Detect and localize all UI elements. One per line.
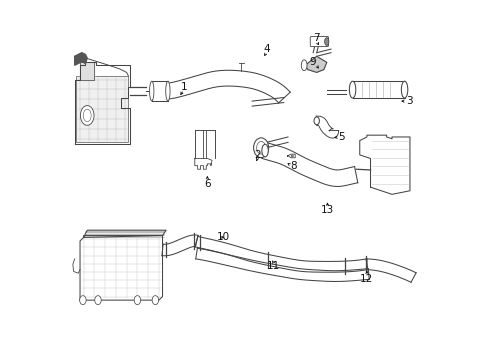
Text: 10: 10 xyxy=(217,232,230,242)
Ellipse shape xyxy=(349,81,356,98)
Polygon shape xyxy=(262,143,358,186)
Polygon shape xyxy=(267,137,288,148)
Polygon shape xyxy=(196,248,369,282)
Ellipse shape xyxy=(254,138,269,158)
Ellipse shape xyxy=(166,81,170,101)
Text: 11: 11 xyxy=(267,261,280,271)
Polygon shape xyxy=(84,230,166,237)
Ellipse shape xyxy=(301,60,307,71)
Polygon shape xyxy=(152,81,168,101)
Ellipse shape xyxy=(291,155,294,157)
Polygon shape xyxy=(195,158,212,169)
Polygon shape xyxy=(313,45,318,53)
Ellipse shape xyxy=(80,296,86,305)
Polygon shape xyxy=(162,235,198,256)
Polygon shape xyxy=(252,98,284,106)
Text: 2: 2 xyxy=(254,150,261,160)
Text: 13: 13 xyxy=(321,206,334,216)
Polygon shape xyxy=(287,154,295,158)
Polygon shape xyxy=(80,235,163,300)
Ellipse shape xyxy=(401,81,408,98)
Polygon shape xyxy=(353,81,405,98)
Text: 5: 5 xyxy=(339,132,345,142)
Text: 12: 12 xyxy=(360,274,373,284)
Polygon shape xyxy=(74,62,130,144)
Ellipse shape xyxy=(80,105,94,125)
FancyBboxPatch shape xyxy=(76,76,128,142)
Polygon shape xyxy=(360,135,410,194)
Ellipse shape xyxy=(262,144,269,157)
Polygon shape xyxy=(167,70,290,103)
Polygon shape xyxy=(327,90,346,94)
Text: 1: 1 xyxy=(181,82,187,92)
Polygon shape xyxy=(305,56,327,72)
Text: 9: 9 xyxy=(310,57,317,67)
Ellipse shape xyxy=(134,296,141,305)
Polygon shape xyxy=(317,116,339,138)
FancyBboxPatch shape xyxy=(310,37,329,46)
Ellipse shape xyxy=(152,296,159,305)
Ellipse shape xyxy=(95,296,101,305)
Text: 6: 6 xyxy=(204,179,211,189)
Text: 3: 3 xyxy=(407,96,413,106)
Polygon shape xyxy=(130,87,147,95)
Ellipse shape xyxy=(324,38,329,45)
Text: 4: 4 xyxy=(263,44,270,54)
Text: 8: 8 xyxy=(290,161,297,171)
Polygon shape xyxy=(367,259,416,282)
Text: 7: 7 xyxy=(314,33,320,43)
Polygon shape xyxy=(196,237,368,272)
Polygon shape xyxy=(80,62,95,80)
Ellipse shape xyxy=(149,81,154,101)
Ellipse shape xyxy=(314,117,319,125)
Polygon shape xyxy=(74,53,87,65)
Polygon shape xyxy=(203,130,206,158)
